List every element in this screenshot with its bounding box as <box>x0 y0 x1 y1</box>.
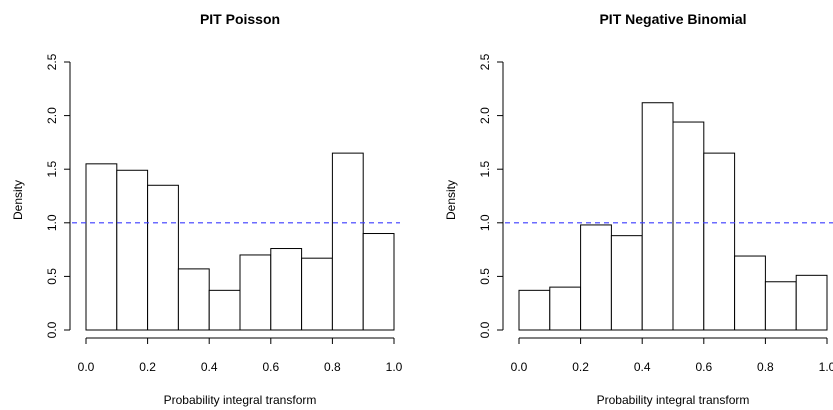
x-tick-label: 0.6 <box>262 360 279 374</box>
chart-title: PIT Negative Binomial <box>599 11 746 27</box>
x-tick-label: 0.6 <box>695 360 712 374</box>
y-tick-label: 1.5 <box>478 161 492 178</box>
y-tick-label: 1.5 <box>45 161 59 178</box>
histogram-bar <box>270 248 303 331</box>
x-tick-label: 0.4 <box>634 360 651 374</box>
x-tick-label: 0.4 <box>201 360 218 374</box>
bars-group <box>85 152 395 331</box>
y-axis-label: Density <box>444 180 458 220</box>
x-tick-label: 0.2 <box>139 360 156 374</box>
y-tick-label: 0.5 <box>45 268 59 285</box>
y-tick-label: 2.5 <box>478 53 492 70</box>
histogram-bar <box>116 169 149 331</box>
histogram-bar <box>672 121 705 331</box>
y-tick-label: 0.5 <box>478 268 492 285</box>
x-axis-label: Probability integral transform <box>597 393 750 407</box>
y-tick-label: 2.5 <box>45 53 59 70</box>
x-tick-label: 0.0 <box>511 360 528 374</box>
x-axis-label: Probability integral transform <box>164 393 317 407</box>
histogram-bar <box>301 257 333 331</box>
x-tick-label: 0.8 <box>324 360 341 374</box>
y-tick-label: 2.0 <box>45 107 59 124</box>
x-tick-label: 0.8 <box>757 360 774 374</box>
x-tick-label: 0.2 <box>572 360 589 374</box>
histogram-bar <box>362 233 395 331</box>
histogram-bar <box>208 289 241 331</box>
y-tick-label: 2.0 <box>478 107 492 124</box>
x-axis: 0.0 0.2 0.4 0.6 0.8 1.0 <box>511 337 833 374</box>
histogram-bar <box>641 102 674 331</box>
histogram-bar <box>734 255 766 331</box>
x-tick-label: 1.0 <box>819 360 833 374</box>
pit-poisson-panel: PIT Poisson Probability integral transfo… <box>11 11 403 407</box>
y-tick-label: 1.0 <box>478 214 492 231</box>
histogram-bar <box>177 268 210 331</box>
x-tick-label: 0.0 <box>78 360 95 374</box>
bars-group <box>518 102 828 331</box>
histogram-bar <box>703 152 736 331</box>
histogram-bar <box>764 281 797 331</box>
y-tick-label: 0.0 <box>478 321 492 338</box>
y-tick-label: 1.0 <box>45 214 59 231</box>
x-axis: 0.0 0.2 0.4 0.6 0.8 1.0 <box>78 337 403 374</box>
histogram-bar <box>331 152 364 331</box>
y-axis: 0.0 0.5 1.0 1.5 2.0 2.5 <box>478 53 504 338</box>
histogram-bar <box>580 224 612 331</box>
x-tick-label: 1.0 <box>386 360 403 374</box>
histogram-bar <box>239 254 272 331</box>
y-axis-label: Density <box>11 180 25 220</box>
pit-negative-binomial-panel: PIT Negative Binomial Probability integr… <box>444 11 833 407</box>
histogram-bar <box>795 274 828 331</box>
histogram-bar <box>610 235 643 331</box>
y-tick-label: 0.0 <box>45 321 59 338</box>
histogram-bar <box>549 286 582 331</box>
chart-title: PIT Poisson <box>200 11 280 27</box>
histogram-bar <box>85 163 118 331</box>
histogram-bar <box>518 289 551 331</box>
histogram-bar <box>147 184 179 331</box>
y-axis: 0.0 0.5 1.0 1.5 2.0 2.5 <box>45 53 71 338</box>
